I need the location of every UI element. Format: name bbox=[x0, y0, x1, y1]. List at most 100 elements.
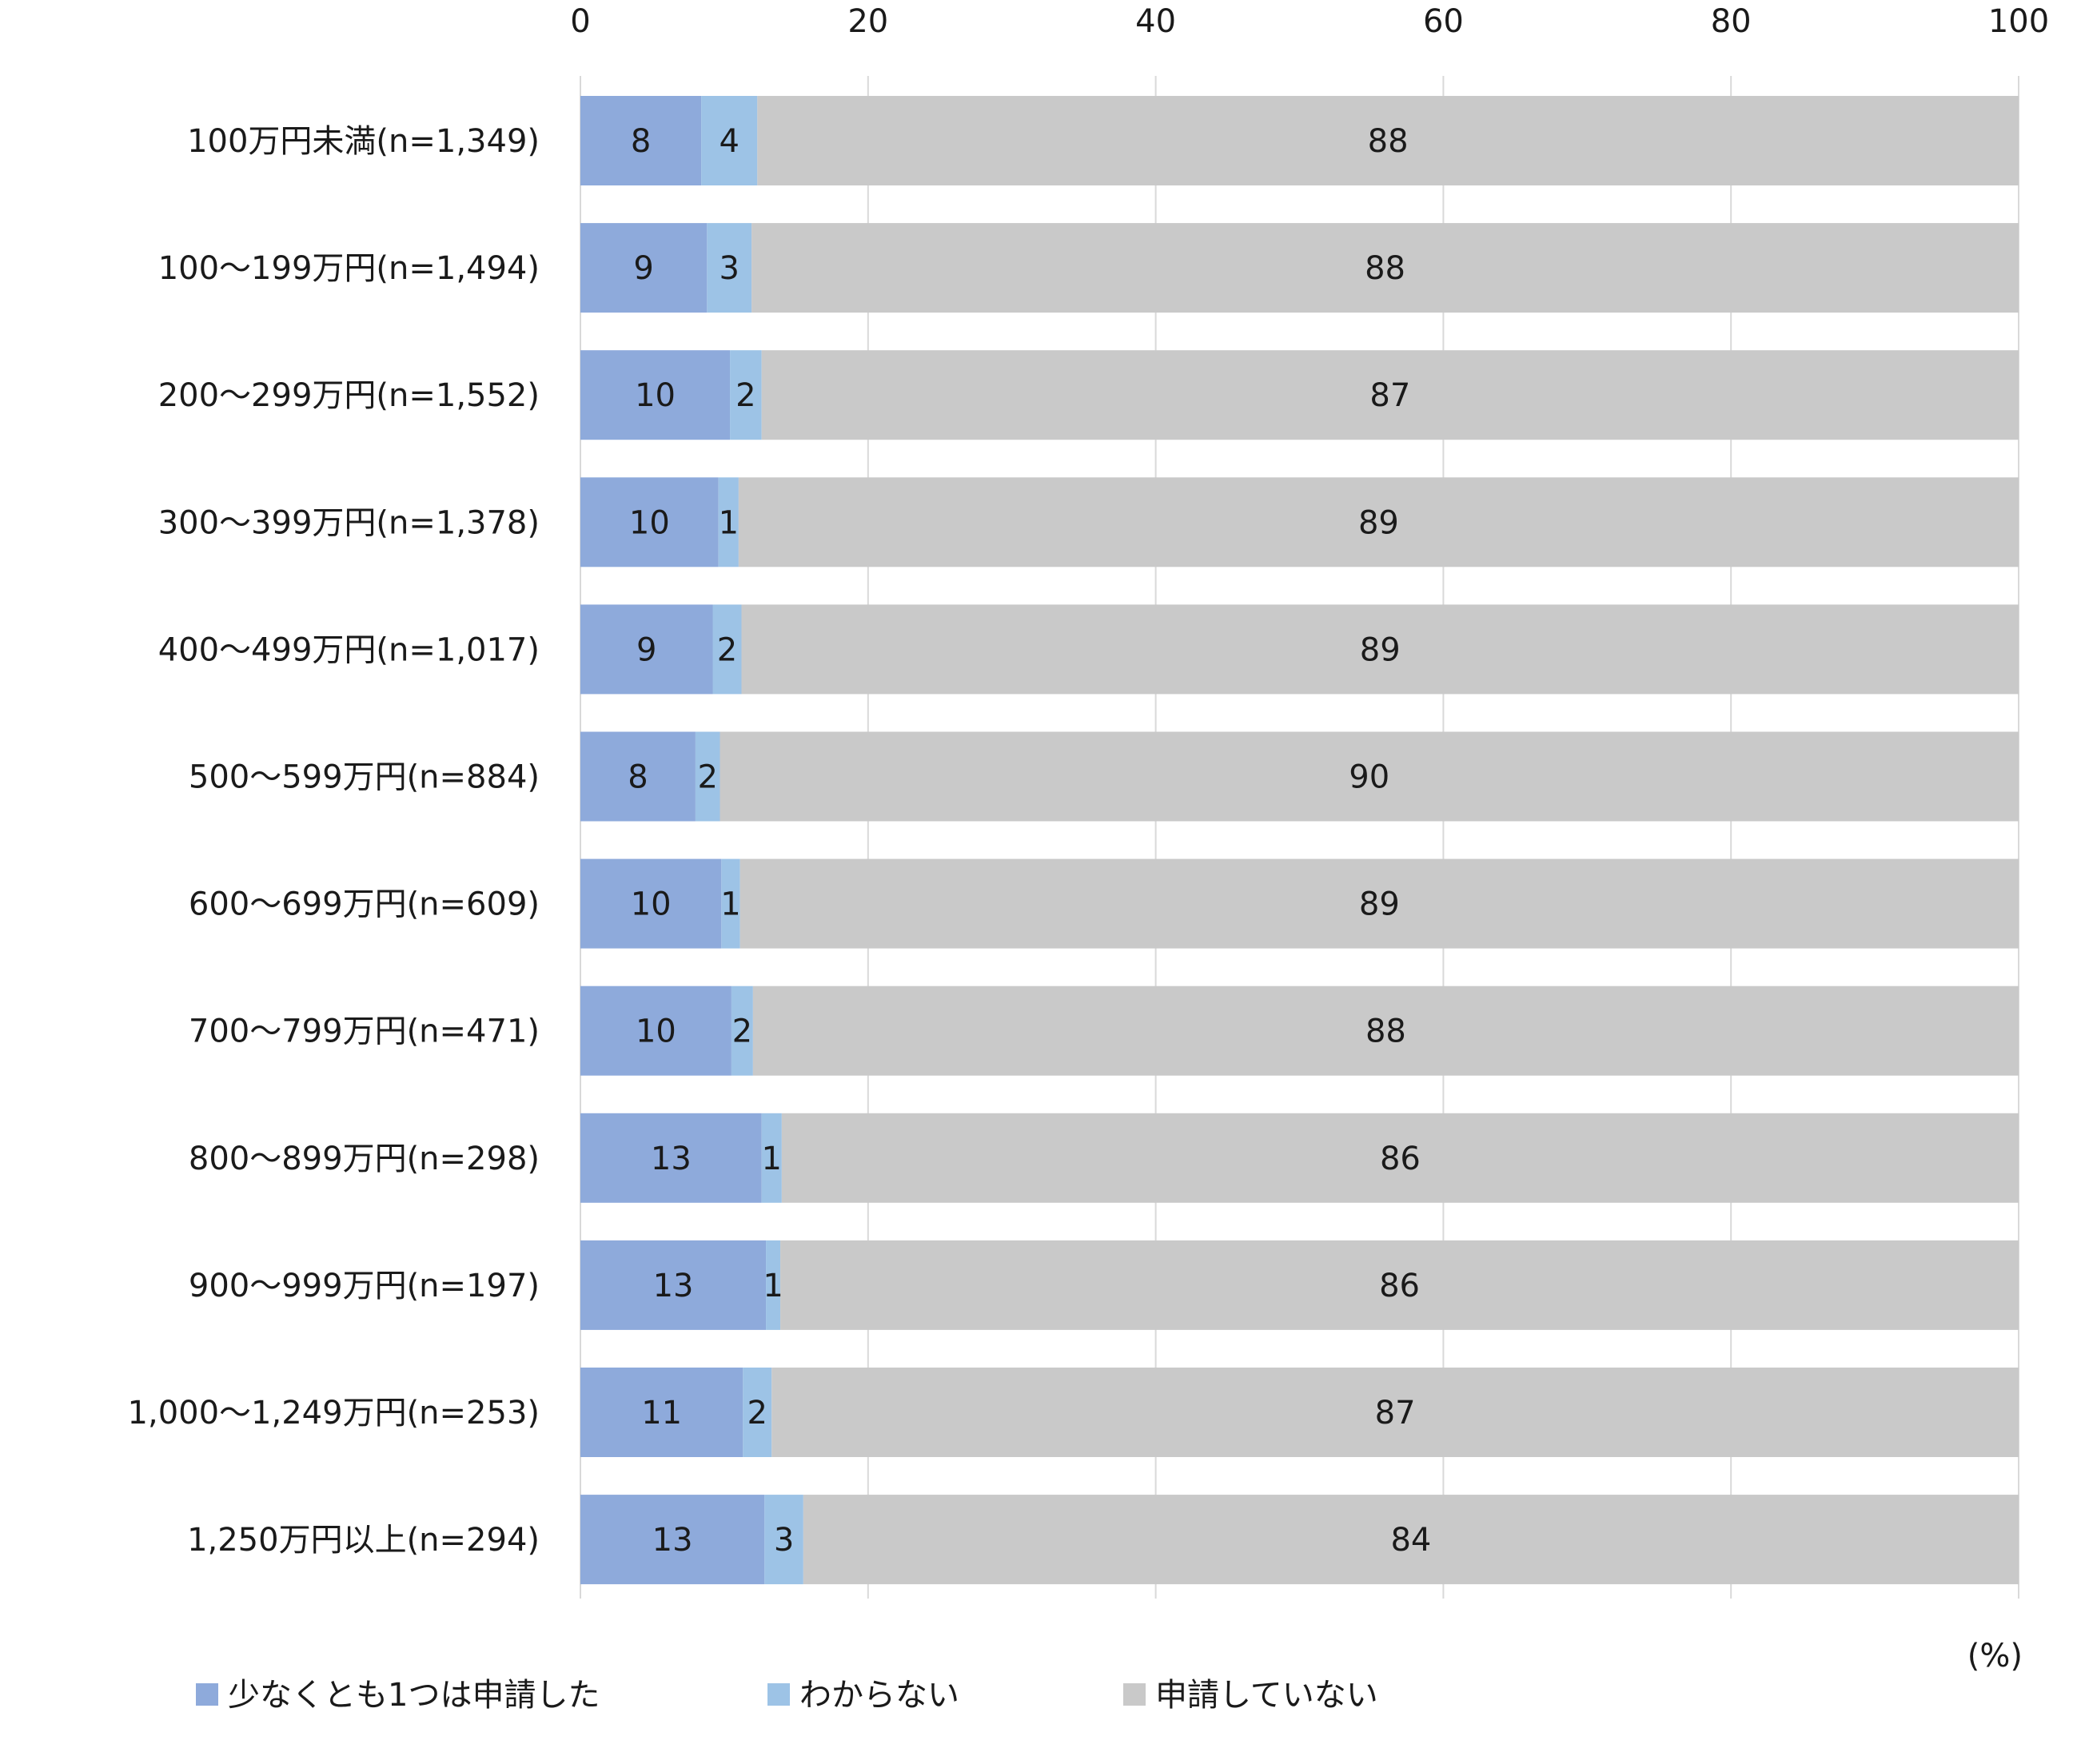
data-label: 1 bbox=[720, 886, 740, 923]
bar-segment bbox=[803, 1495, 2019, 1585]
x-tick-label: 20 bbox=[847, 3, 888, 40]
data-label: 13 bbox=[651, 1141, 692, 1177]
data-label: 11 bbox=[641, 1395, 682, 1432]
bar-segment bbox=[721, 858, 740, 949]
data-label: 89 bbox=[1360, 631, 1401, 668]
bar-segment bbox=[580, 477, 719, 567]
x-tick-label: 0 bbox=[570, 3, 590, 40]
data-label: 10 bbox=[636, 1013, 676, 1050]
data-label: 13 bbox=[653, 1268, 694, 1304]
bar-segment bbox=[751, 223, 2019, 313]
bar-segment bbox=[766, 1240, 781, 1330]
bar-segment bbox=[738, 477, 2019, 567]
bar-segment bbox=[580, 1240, 767, 1330]
category-label: 1,000～1,249万円(n=253) bbox=[128, 1395, 540, 1432]
bar-segment bbox=[718, 477, 739, 567]
bar-segment bbox=[712, 604, 742, 695]
x-tick-label: 60 bbox=[1423, 3, 1464, 40]
x-axis-unit: (%) bbox=[1967, 1638, 2023, 1674]
category-label: 100～199万円(n=1,494) bbox=[158, 250, 540, 287]
legend-swatch bbox=[767, 1683, 790, 1706]
data-label: 88 bbox=[1365, 250, 1405, 287]
bar-segment bbox=[771, 1368, 2019, 1457]
category-label: 100万円未満(n=1,349) bbox=[187, 123, 540, 160]
bar-segment bbox=[741, 604, 2019, 695]
category-label: 1,250万円以上(n=294) bbox=[187, 1522, 540, 1559]
bar-segment bbox=[580, 1495, 765, 1585]
data-label: 2 bbox=[717, 631, 737, 668]
data-label: 89 bbox=[1359, 886, 1400, 923]
x-tick-label: 100 bbox=[1988, 3, 2049, 40]
category-label: 800～899万円(n=298) bbox=[189, 1141, 540, 1177]
bar-segment bbox=[580, 1368, 743, 1457]
bar-segment bbox=[580, 1113, 762, 1203]
data-label: 2 bbox=[747, 1395, 767, 1432]
bar-segment bbox=[740, 858, 2019, 949]
bar-segment bbox=[580, 986, 732, 1076]
bar-segment bbox=[761, 1113, 782, 1203]
bar-segment bbox=[580, 223, 708, 313]
bar-segment bbox=[781, 1113, 2019, 1203]
gridlines bbox=[580, 76, 2019, 1599]
x-tick-label: 40 bbox=[1135, 3, 1176, 40]
data-label: 2 bbox=[736, 377, 755, 414]
bar-segment bbox=[580, 858, 722, 949]
bar-segment bbox=[695, 731, 720, 822]
legend: 少なくとも1つは申請した わからない 申請していない bbox=[196, 1677, 1378, 1714]
data-label: 90 bbox=[1349, 759, 1389, 796]
data-label: 8 bbox=[631, 123, 651, 160]
data-label: 8 bbox=[628, 759, 648, 796]
data-label: 9 bbox=[633, 250, 653, 287]
data-label: 1 bbox=[763, 1268, 783, 1304]
legend-label: 少なくとも1つは申請した bbox=[228, 1677, 600, 1714]
bar-segment bbox=[707, 223, 752, 313]
category-labels: 100万円未満(n=1,349) 100～199万円(n=1,494) 200～29… bbox=[128, 123, 540, 1559]
data-label: 86 bbox=[1379, 1268, 1420, 1304]
bar-segment bbox=[752, 986, 2019, 1076]
category-label: 300～399万円(n=1,378) bbox=[158, 504, 540, 541]
bar-segment bbox=[701, 96, 758, 185]
bar-segment bbox=[730, 350, 762, 440]
x-tick-label: 80 bbox=[1711, 3, 1752, 40]
data-label: 87 bbox=[1369, 377, 1410, 414]
data-label: 88 bbox=[1368, 123, 1409, 160]
data-label: 1 bbox=[719, 504, 739, 541]
legend-label: 申請していない bbox=[1155, 1677, 1378, 1714]
data-label: 10 bbox=[629, 504, 670, 541]
bar-segment bbox=[580, 731, 696, 822]
bar-segment bbox=[780, 1240, 2019, 1330]
data-label: 87 bbox=[1375, 1395, 1416, 1432]
data-label: 9 bbox=[636, 631, 656, 668]
bar-segment bbox=[720, 731, 2019, 822]
category-label: 900～999万円(n=197) bbox=[189, 1268, 540, 1304]
category-label: 400～499万円(n=1,017) bbox=[158, 631, 540, 668]
data-label: 86 bbox=[1380, 1141, 1421, 1177]
bars bbox=[580, 96, 2019, 1585]
bar-segment bbox=[743, 1368, 772, 1457]
bar-segment bbox=[761, 350, 2019, 440]
data-label: 84 bbox=[1390, 1522, 1431, 1559]
data-label: 13 bbox=[652, 1522, 693, 1559]
category-label: 700～799万円(n=471) bbox=[189, 1013, 540, 1050]
bar-segment bbox=[580, 96, 702, 185]
bar-segment bbox=[580, 350, 731, 440]
data-label: 89 bbox=[1358, 504, 1399, 541]
bar-segment bbox=[580, 604, 713, 695]
x-axis-ticks: 0 20 40 60 80 100 bbox=[570, 3, 2049, 40]
data-label: 2 bbox=[732, 1013, 752, 1050]
legend-swatch bbox=[196, 1683, 218, 1706]
data-label: 3 bbox=[719, 250, 739, 287]
category-label: 200～299万円(n=1,552) bbox=[158, 377, 540, 414]
bar-segment bbox=[731, 986, 753, 1076]
legend-label: わからない bbox=[799, 1677, 959, 1714]
data-label: 10 bbox=[631, 886, 672, 923]
data-label: 2 bbox=[697, 759, 717, 796]
data-label: 1 bbox=[762, 1141, 782, 1177]
legend-swatch bbox=[1123, 1683, 1146, 1706]
data-label: 3 bbox=[774, 1522, 794, 1559]
data-label: 10 bbox=[635, 377, 676, 414]
data-label: 4 bbox=[719, 123, 739, 160]
